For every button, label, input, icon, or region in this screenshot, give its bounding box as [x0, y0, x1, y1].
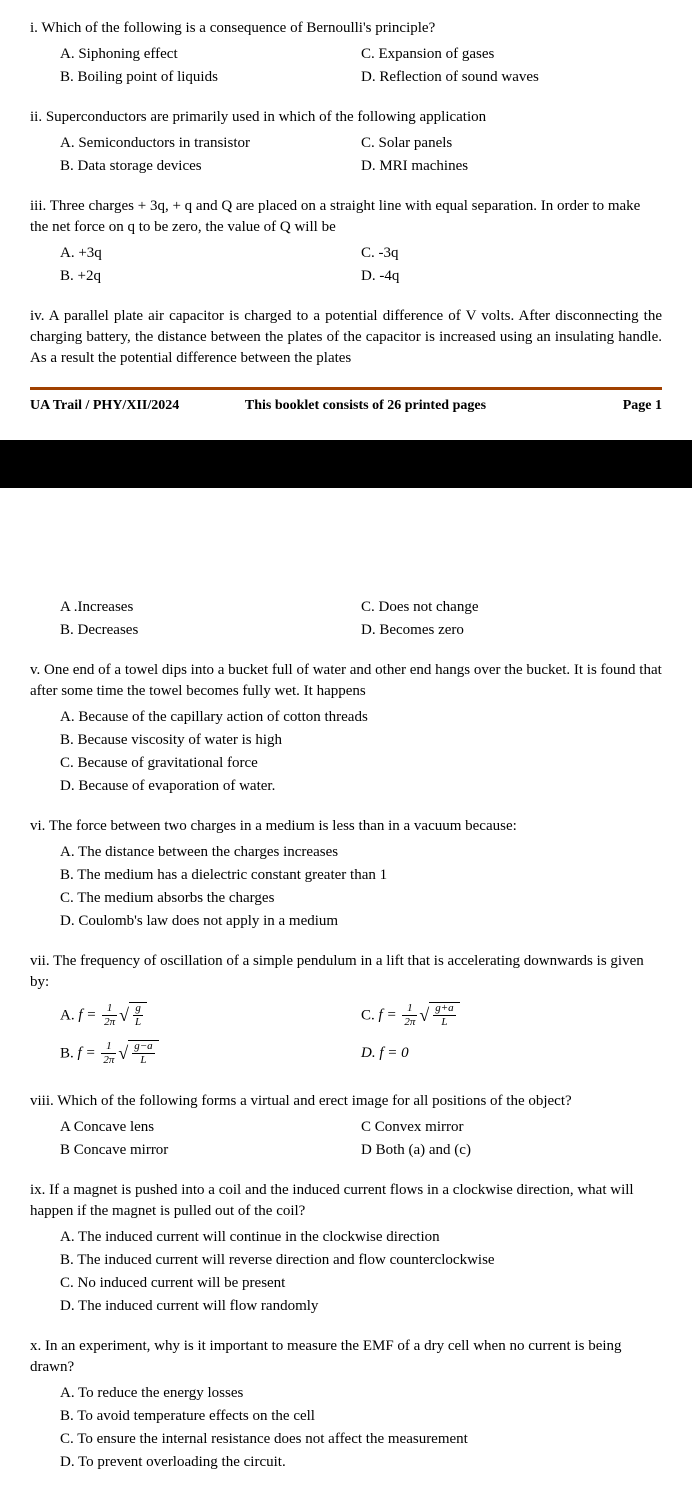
option-prefix: A. [60, 1007, 78, 1023]
question-iii: iii. Three charges + 3q, + q and Q are p… [30, 196, 662, 288]
question-x: x. In an experiment, why is it important… [30, 1336, 662, 1474]
option-d: D. Coulomb's law does not apply in a med… [60, 910, 662, 933]
question-text: iv. A parallel plate air capacitor is ch… [30, 306, 662, 369]
question-v: v. One end of a towel dips into a bucket… [30, 660, 662, 798]
option-c: C. -3q [361, 242, 662, 265]
option-a: A .Increases [60, 596, 361, 619]
option-prefix: C. [361, 1007, 379, 1023]
page-2: A .Increases C. Does not change B. Decre… [0, 578, 692, 1510]
option-c: C. Does not change [361, 596, 662, 619]
question-text: vii. The frequency of oscillation of a s… [30, 951, 662, 993]
option-a: A. The induced current will continue in … [60, 1226, 662, 1249]
option-a: A. Because of the capillary action of co… [60, 706, 662, 729]
options-row: A. Semiconductors in transistor C. Solar… [30, 132, 662, 178]
option-b: B. The induced current will reverse dire… [60, 1249, 662, 1272]
option-c: C. f = 12πg+aL [361, 997, 662, 1035]
options-col: A. Because of the capillary action of co… [30, 706, 662, 798]
option-b: B. +2q [60, 265, 361, 288]
question-text: viii. Which of the following forms a vir… [30, 1091, 662, 1112]
question-iv-options: A .Increases C. Does not change B. Decre… [30, 596, 662, 642]
option-d: D. Reflection of sound waves [361, 66, 662, 89]
question-ix: ix. If a magnet is pushed into a coil an… [30, 1180, 662, 1318]
options-col: A. To reduce the energy losses B. To avo… [30, 1382, 662, 1474]
option-a: A. f = 12πgL [60, 997, 361, 1035]
formula-c: f = 12πg+aL [379, 1007, 460, 1023]
page-footer: UA Trail / PHY/XII/2024 This booklet con… [30, 387, 662, 422]
option-b: B. To avoid temperature effects on the c… [60, 1405, 662, 1428]
option-d: D. MRI machines [361, 155, 662, 178]
options-col: A. The distance between the charges incr… [30, 841, 662, 933]
question-text: x. In an experiment, why is it important… [30, 1336, 662, 1378]
page-separator [0, 440, 692, 488]
option-a: A. The distance between the charges incr… [60, 841, 662, 864]
option-d: D. The induced current will flow randoml… [60, 1295, 662, 1318]
options-row: A. Siphoning effect C. Expansion of gase… [30, 43, 662, 89]
option-c: C. To ensure the internal resistance doe… [60, 1428, 662, 1451]
options-col: A. The induced current will continue in … [30, 1226, 662, 1318]
page-1: i. Which of the following is a consequen… [0, 0, 692, 440]
option-d: D. f = 0 [361, 1037, 662, 1070]
options-row: A .Increases C. Does not change B. Decre… [30, 596, 662, 642]
page-top-margin [0, 488, 692, 578]
option-c: C. The medium absorbs the charges [60, 887, 662, 910]
question-iv: iv. A parallel plate air capacitor is ch… [30, 306, 662, 369]
options-row: A. f = 12πgL C. f = 12πg+aL B. f = 12πg−… [30, 997, 662, 1073]
option-d: D. Because of evaporation of water. [60, 775, 662, 798]
question-text: iii. Three charges + 3q, + q and Q are p… [30, 196, 662, 238]
option-d: D Both (a) and (c) [361, 1139, 662, 1162]
question-ii: ii. Superconductors are primarily used i… [30, 107, 662, 178]
question-text: v. One end of a towel dips into a bucket… [30, 660, 662, 702]
option-c: C Convex mirror [361, 1116, 662, 1139]
question-text: vi. The force between two charges in a m… [30, 816, 662, 837]
option-prefix: B. [60, 1045, 78, 1061]
question-vii: vii. The frequency of oscillation of a s… [30, 951, 662, 1073]
options-row: A. +3q C. -3q B. +2q D. -4q [30, 242, 662, 288]
option-c: C. No induced current will be present [60, 1272, 662, 1295]
footer-trail: UA Trail / PHY/XII/2024 [30, 396, 245, 416]
option-d: D. -4q [361, 265, 662, 288]
option-a: A. Siphoning effect [60, 43, 361, 66]
question-vi: vi. The force between two charges in a m… [30, 816, 662, 933]
option-b: B Concave mirror [60, 1139, 361, 1162]
option-b: B. f = 12πg−aL [60, 1035, 361, 1073]
question-text: ii. Superconductors are primarily used i… [30, 107, 662, 128]
option-d: D. Becomes zero [361, 619, 662, 642]
formula-b: f = 12πg−aL [78, 1045, 159, 1061]
option-c: C. Solar panels [361, 132, 662, 155]
option-b: B. Boiling point of liquids [60, 66, 361, 89]
option-b: B. Data storage devices [60, 155, 361, 178]
option-a: A. Semiconductors in transistor [60, 132, 361, 155]
formula-a: f = 12πgL [78, 1007, 147, 1023]
option-b: B. Because viscosity of water is high [60, 729, 662, 752]
question-viii: viii. Which of the following forms a vir… [30, 1091, 662, 1162]
question-i: i. Which of the following is a consequen… [30, 18, 662, 89]
option-c: C. Expansion of gases [361, 43, 662, 66]
option-a: A. To reduce the energy losses [60, 1382, 662, 1405]
footer-page: Page 1 [574, 396, 662, 416]
option-c: C. Because of gravitational force [60, 752, 662, 775]
options-row: A Concave lens C Convex mirror B Concave… [30, 1116, 662, 1162]
option-a: A Concave lens [60, 1116, 361, 1139]
option-b: B. The medium has a dielectric constant … [60, 864, 662, 887]
question-text: ix. If a magnet is pushed into a coil an… [30, 1180, 662, 1222]
option-a: A. +3q [60, 242, 361, 265]
option-d: D. To prevent overloading the circuit. [60, 1451, 662, 1474]
option-b: B. Decreases [60, 619, 361, 642]
question-text: i. Which of the following is a consequen… [30, 18, 662, 39]
footer-booklet: This booklet consists of 26 printed page… [245, 396, 574, 416]
